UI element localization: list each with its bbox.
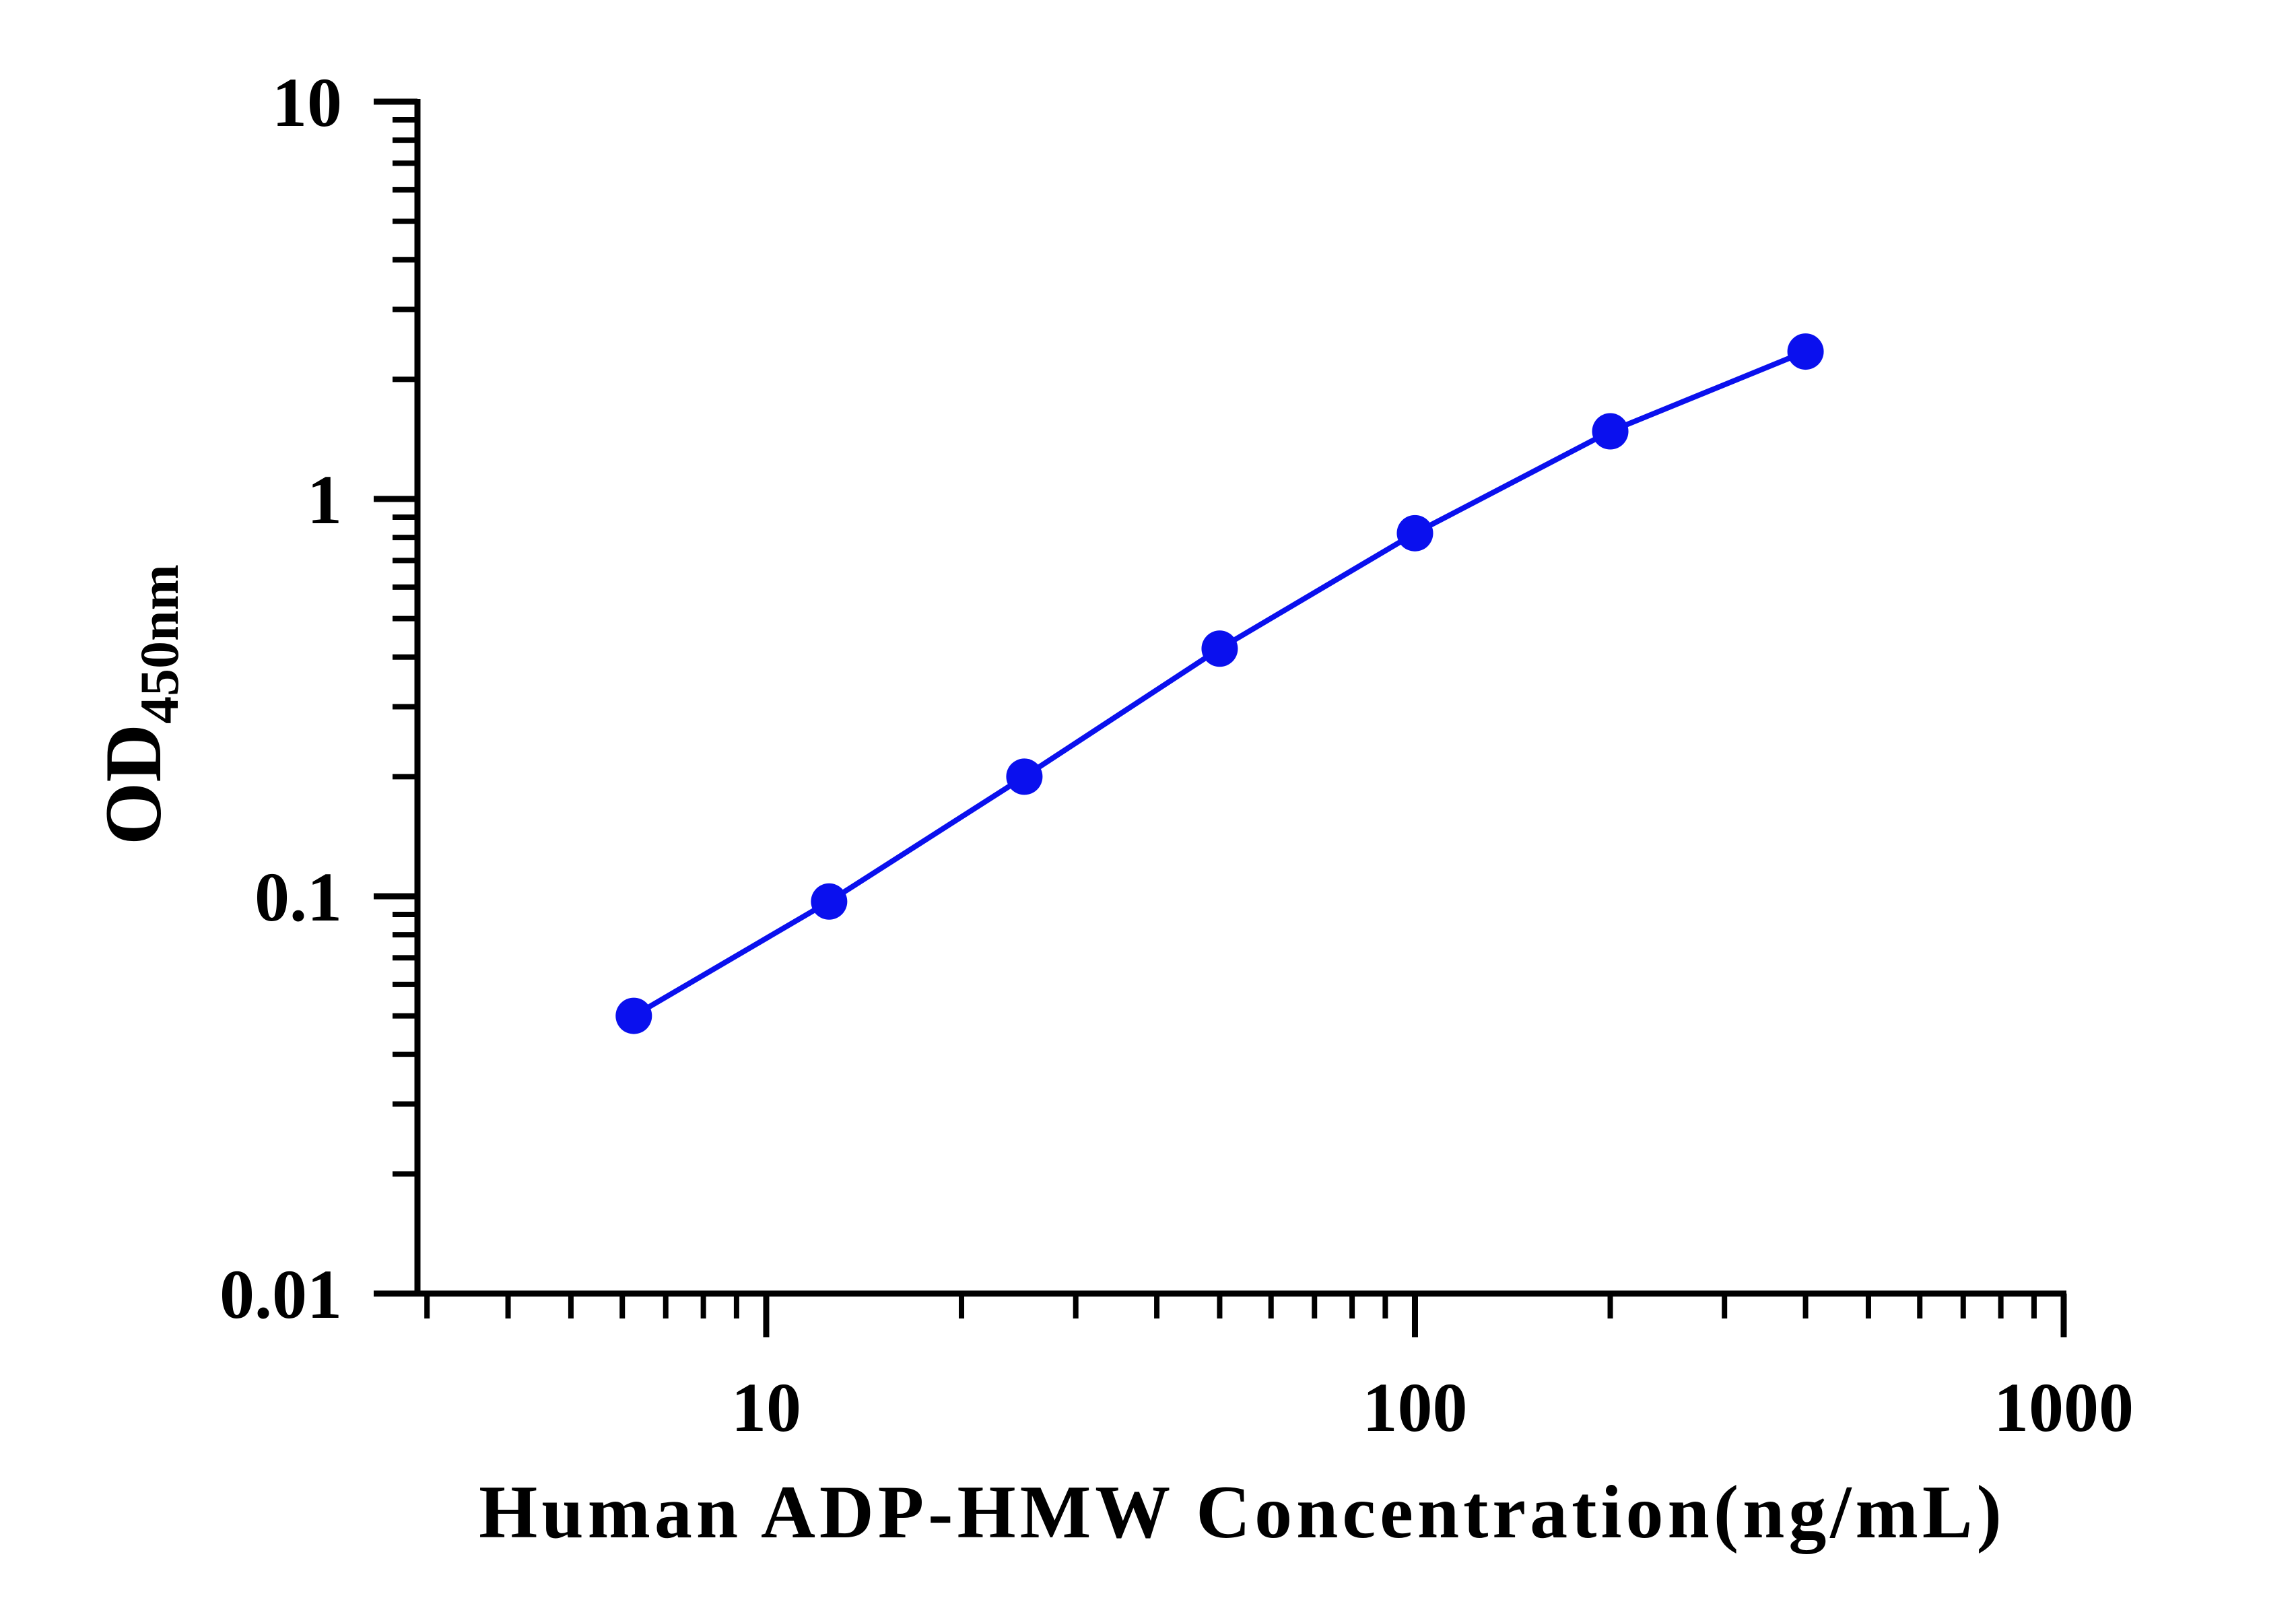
y-tick-labels: 0.01 0.1 1 10 [220, 64, 342, 1333]
y-tick-label: 0.1 [255, 859, 342, 936]
data-point [811, 883, 848, 920]
data-point [615, 997, 652, 1034]
x-tick-label: 100 [1362, 1369, 1467, 1446]
y-tick-label: 10 [272, 64, 342, 141]
data-point [1396, 514, 1433, 552]
y-ticks [374, 98, 417, 1297]
data-point [1006, 758, 1043, 795]
x-tick-label: 10 [731, 1369, 801, 1446]
y-tick-label: 0.01 [220, 1256, 342, 1333]
series-layer [615, 333, 1824, 1034]
plot-area: 0.01 0.1 1 10 10 100 1000 [220, 64, 2134, 1446]
y-axis-title-main: OD [88, 724, 178, 845]
x-tick-label: 1000 [1994, 1369, 2134, 1446]
data-point [1787, 333, 1824, 370]
series-line [632, 349, 1807, 1019]
x-ticks [424, 1294, 2067, 1337]
y-axis-title: OD450nm [88, 564, 190, 845]
svg-text:OD450nm: OD450nm [88, 564, 190, 845]
y-axis-title-subscript: 450nm [129, 564, 190, 724]
y-tick-label: 1 [307, 461, 342, 539]
data-point [1201, 630, 1238, 667]
data-point [1592, 413, 1629, 450]
x-tick-labels: 10 100 1000 [731, 1369, 2134, 1446]
x-axis-title: Human ADP-HMW Concentration(ng/mL) [479, 1471, 2006, 1554]
